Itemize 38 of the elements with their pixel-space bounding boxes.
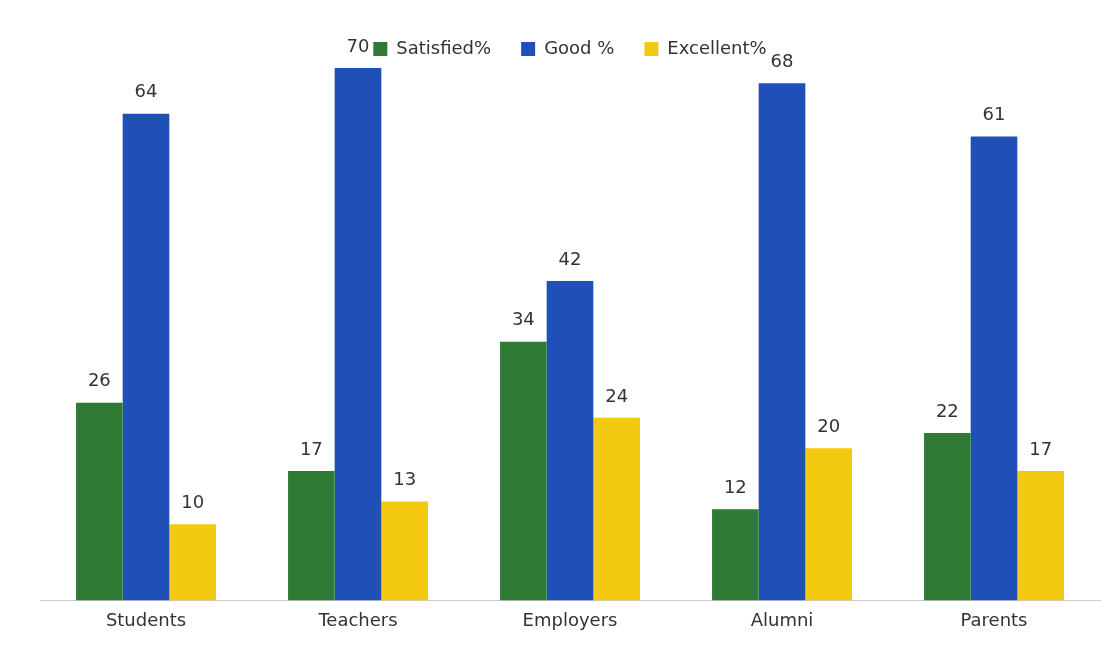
x-tick-label: Teachers	[317, 608, 398, 630]
x-tick-label: Alumni	[750, 608, 814, 630]
data-label: 17	[1029, 437, 1053, 459]
bar	[805, 448, 852, 601]
x-tick-label: Students	[105, 608, 187, 630]
data-label: 34	[511, 308, 535, 330]
data-label: 13	[393, 468, 417, 490]
bar	[381, 501, 428, 601]
data-label: 22	[935, 399, 959, 421]
data-label: 24	[605, 384, 629, 406]
bar	[924, 433, 971, 601]
data-label: 70	[346, 34, 370, 56]
legend-label: Satisfied%	[396, 36, 492, 58]
data-label: 12	[723, 475, 747, 497]
bar	[970, 136, 1018, 601]
data-label: 68	[770, 49, 794, 71]
legend-label: Excellent%	[667, 36, 767, 58]
bar	[122, 113, 170, 601]
bar	[500, 341, 547, 601]
data-label: 26	[87, 369, 111, 391]
data-label: 64	[134, 80, 158, 102]
x-tick-label: Employers	[522, 608, 618, 630]
bar	[334, 68, 382, 601]
bar	[1017, 471, 1064, 601]
bar	[758, 83, 806, 601]
bar	[712, 509, 759, 601]
bar	[169, 524, 216, 601]
legend-label: Good %	[544, 36, 615, 58]
x-tick-label: Parents	[960, 608, 1028, 630]
bar	[76, 402, 123, 601]
bar	[288, 471, 335, 601]
data-label: 17	[299, 437, 323, 459]
data-label: 10	[181, 491, 205, 513]
bar	[546, 280, 594, 601]
data-label: 20	[817, 414, 841, 436]
bar	[593, 417, 640, 601]
data-label: 61	[982, 103, 1006, 125]
data-label: 42	[558, 247, 582, 269]
